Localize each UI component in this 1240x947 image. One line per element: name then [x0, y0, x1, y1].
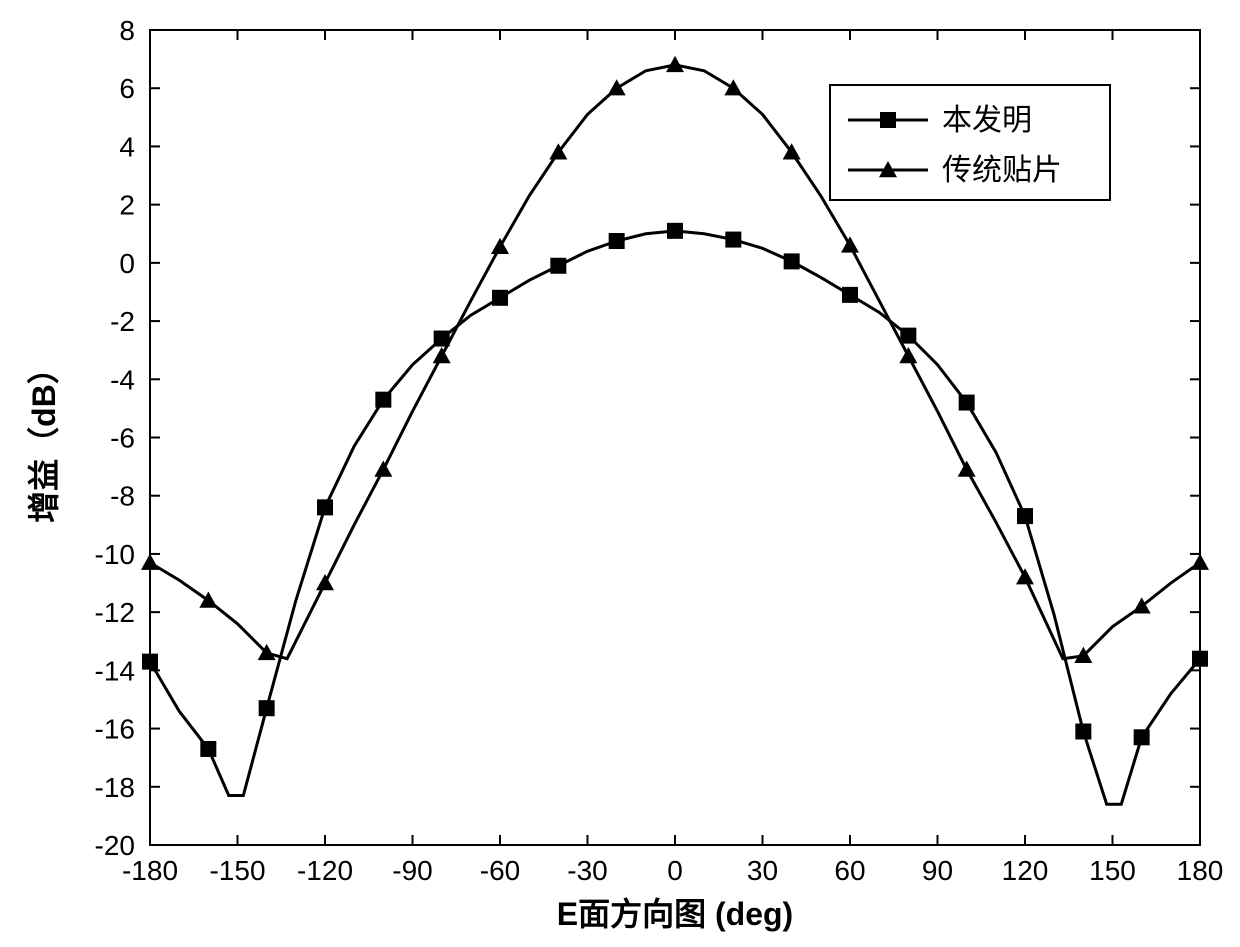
triangle-marker: [141, 554, 159, 570]
square-marker: [609, 233, 625, 249]
x-tick-label: -90: [392, 855, 432, 886]
y-tick-label: -14: [95, 655, 135, 686]
y-tick-label: -8: [110, 481, 135, 512]
x-tick-label: 180: [1177, 855, 1224, 886]
x-tick-label: -150: [209, 855, 265, 886]
legend-label-1: 传统贴片: [942, 154, 1062, 187]
x-tick-label: 120: [1002, 855, 1049, 886]
y-tick-label: 6: [119, 73, 135, 104]
chart-container: -18 0 -150 -120 -90 -60 -30 0 30 60 90 120 150 180 -20…: [0, 0, 1240, 947]
triangle-marker: [199, 592, 217, 608]
y-tick-label: -2: [110, 306, 135, 337]
series-line-0: [150, 231, 1200, 804]
series-0: [142, 223, 1208, 804]
square-marker: [492, 290, 508, 306]
triangle-marker: [899, 347, 917, 363]
square-marker: [900, 328, 916, 344]
triangle-marker: [666, 56, 684, 72]
square-marker: [667, 223, 683, 239]
y-tick-label: 0: [119, 248, 135, 279]
square-marker: [1192, 651, 1208, 667]
square-marker: [725, 232, 741, 248]
x-axis-label: E面方向图 (deg): [557, 896, 793, 932]
y-axis-label: 增益（dB）: [26, 352, 62, 523]
square-marker: [880, 112, 896, 128]
square-marker: [259, 700, 275, 716]
x-tick-label: 90: [922, 855, 953, 886]
gain-chart: -18 0 -150 -120 -90 -60 -30 0 30 60 90 120 150 180 -20…: [0, 0, 1240, 947]
square-marker: [1134, 729, 1150, 745]
square-marker: [375, 392, 391, 408]
legend: 本发明传统贴片: [830, 85, 1110, 200]
y-tick-label: 4: [119, 131, 135, 162]
square-marker: [842, 287, 858, 303]
square-marker: [784, 253, 800, 269]
triangle-marker: [491, 238, 509, 254]
triangle-marker: [1016, 568, 1034, 584]
triangle-marker: [374, 461, 392, 477]
square-marker: [142, 654, 158, 670]
x-tick-label: 0: [667, 855, 683, 886]
x-tick-label: 30: [747, 855, 778, 886]
y-tick-label: -16: [95, 714, 135, 745]
triangle-marker: [316, 574, 334, 590]
square-marker: [550, 258, 566, 274]
x-tick-label: -120: [297, 855, 353, 886]
triangle-marker: [433, 347, 451, 363]
y-tick-label: -10: [95, 539, 135, 570]
y-tick-label: -18: [95, 772, 135, 803]
y-tick-label: -4: [110, 364, 135, 395]
x-tick-label: 60: [834, 855, 865, 886]
square-marker: [959, 395, 975, 411]
y-axis-label-group: 增益（dB）: [26, 352, 62, 523]
y-tick-label: 8: [119, 15, 135, 46]
triangle-marker: [958, 461, 976, 477]
triangle-marker: [608, 79, 626, 95]
triangle-marker: [841, 236, 859, 252]
x-tick-label: -60: [480, 855, 520, 886]
y-tick-label: -20: [95, 830, 135, 861]
y-tick-label: -6: [110, 423, 135, 454]
y-tick-label: 2: [119, 190, 135, 221]
triangle-marker: [724, 79, 742, 95]
square-marker: [1075, 723, 1091, 739]
x-tick-label: -30: [567, 855, 607, 886]
x-tick-label: 150: [1089, 855, 1136, 886]
square-marker: [1017, 508, 1033, 524]
y-tick-label: -12: [95, 597, 135, 628]
triangle-marker: [1191, 554, 1209, 570]
square-marker: [200, 741, 216, 757]
legend-label-0: 本发明: [942, 104, 1032, 137]
square-marker: [317, 499, 333, 515]
